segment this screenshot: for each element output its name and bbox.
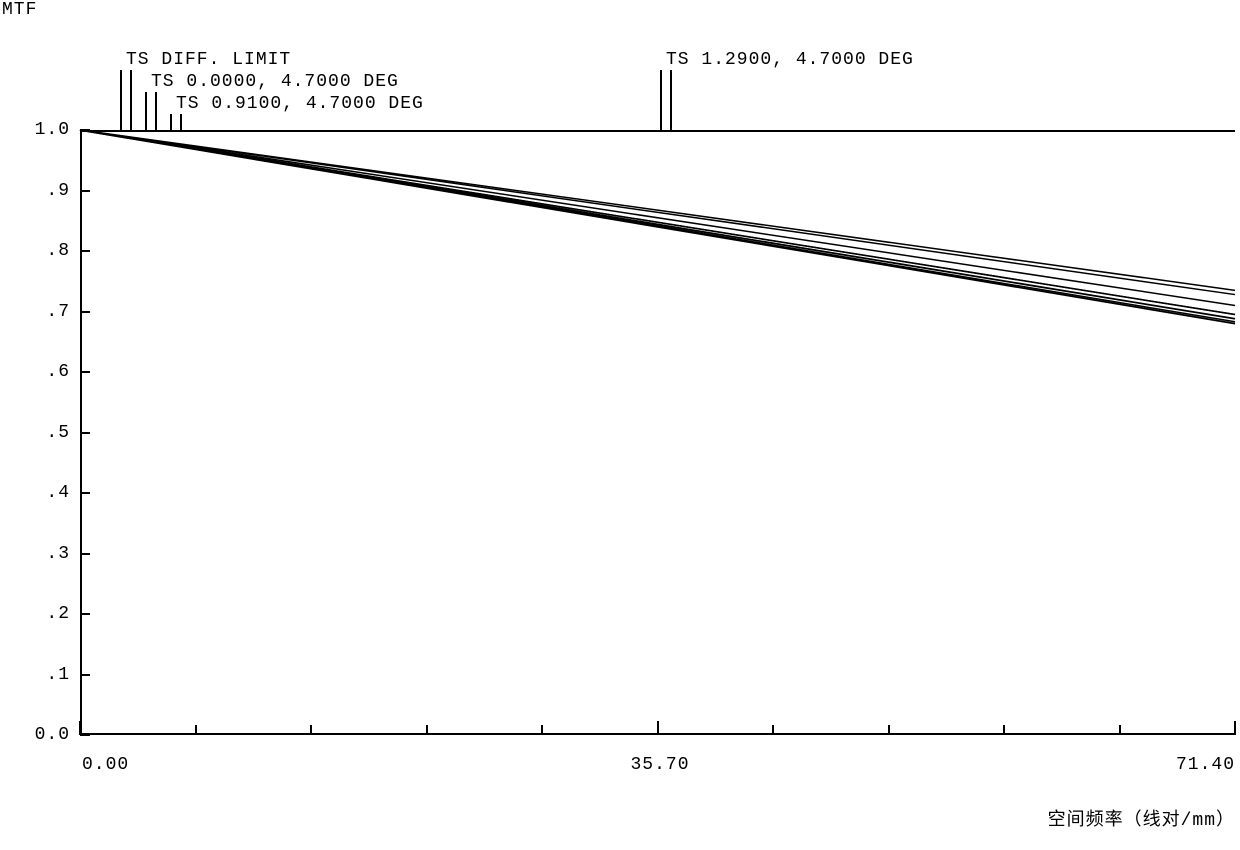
legend-label-1: TS 0.0000, 4.7000 DEG [151,72,399,92]
mtf-curve-f129_T [80,130,1235,315]
mtf-curve-f0_T [80,130,1235,305]
legend-label-2: TS 0.9100, 4.7000 DEG [176,94,424,114]
chart-lines [0,0,1240,850]
legend-tick-t-2 [170,114,172,130]
legend-tick-s-2 [180,114,182,130]
legend-tick-s-1 [155,92,157,130]
chart-container: MTF空间频率（线对/mm）0.0.1.2.3.4.5.6.7.8.91.00.… [0,0,1240,850]
legend-label-0: TS DIFF. LIMIT [126,50,291,70]
legend-tick-t-3 [660,70,662,130]
legend-tick-s-0 [130,70,132,130]
mtf-curve-diff_limit_S [80,130,1235,295]
legend-label-3: TS 1.2900, 4.7000 DEG [666,50,914,70]
legend-tick-t-1 [145,92,147,130]
legend-tick-s-3 [670,70,672,130]
mtf-curve-f129_S [80,130,1235,322]
legend-tick-t-0 [120,70,122,130]
